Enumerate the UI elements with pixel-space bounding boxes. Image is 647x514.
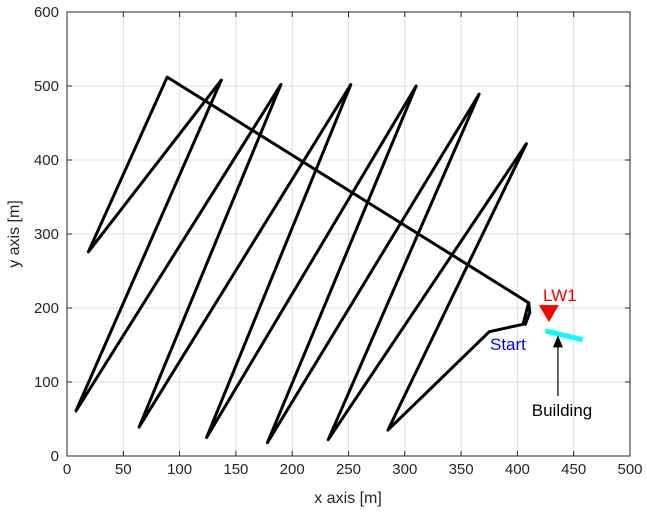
y-tick-label: 100	[34, 374, 59, 391]
y-tick-label: 200	[34, 300, 59, 317]
x-tick-label: 450	[561, 461, 586, 478]
ticks: 0 50 100 150 200 250 300 350 400 450 500 0 100 200 300…	[34, 4, 643, 478]
y-tick-label: 300	[34, 226, 59, 243]
building-arrow-head	[552, 335, 563, 348]
x-tick-label: 200	[280, 461, 305, 478]
lw1-label: LW1	[543, 286, 577, 305]
series-layer	[74, 75, 532, 445]
x-tick-label: 400	[505, 461, 530, 478]
y-tick-label: 400	[34, 152, 59, 169]
x-tick-label: 300	[392, 461, 417, 478]
x-tick-label: 350	[449, 461, 474, 478]
trajectory-line	[74, 75, 532, 445]
y-tick-label: 600	[34, 4, 59, 21]
x-tick-label: 500	[617, 461, 642, 478]
y-tick-label: 500	[34, 78, 59, 95]
x-tick-label: 250	[336, 461, 361, 478]
start-label: Start	[490, 335, 526, 354]
x-tick-label: 0	[63, 461, 71, 478]
x-tick-label: 50	[115, 461, 132, 478]
y-tick-label: 0	[51, 448, 59, 465]
building-label: Building	[532, 401, 593, 420]
x-axis-label: x axis [m]	[314, 490, 382, 507]
x-tick-label: 100	[167, 461, 192, 478]
annotations	[538, 305, 584, 396]
x-tick-label: 150	[223, 461, 248, 478]
building-line	[544, 328, 584, 343]
y-axis-label: y axis [m]	[6, 200, 23, 268]
lw1-marker	[538, 305, 559, 323]
